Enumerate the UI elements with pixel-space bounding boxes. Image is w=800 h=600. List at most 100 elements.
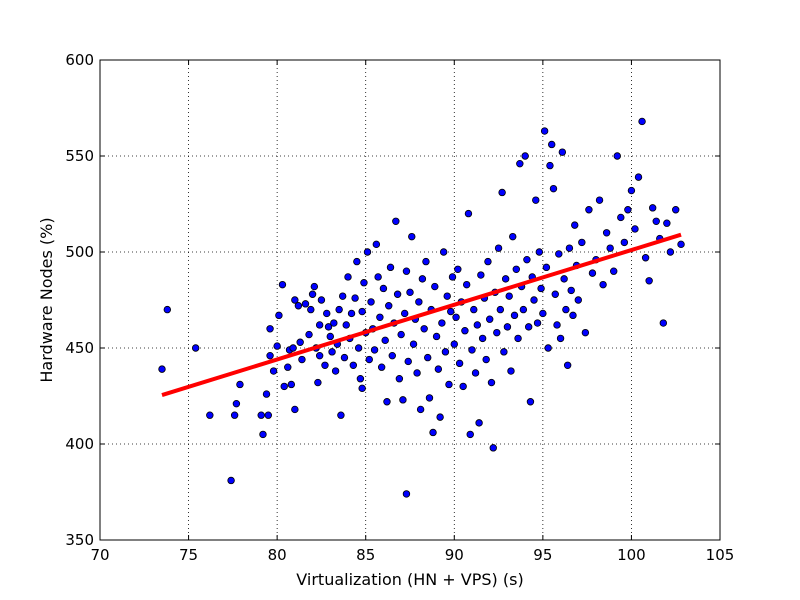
data-point [548,140,556,149]
data-point [613,152,621,160]
x-tick-label: 100 [617,546,646,564]
data-point [278,280,287,289]
data-point [659,319,668,327]
data-point [416,405,425,414]
data-point [358,307,366,316]
data-point [436,413,444,421]
data-point [498,188,506,197]
data-point [530,296,538,304]
data-point [372,240,381,249]
x-tick-label: 70 [90,546,109,564]
data-point [574,296,582,304]
data-point [374,273,382,281]
data-point [383,398,391,406]
data-point [413,369,421,377]
data-point [606,244,614,252]
data-point [558,148,567,156]
fit-line-group [161,232,682,397]
data-point [291,405,299,414]
data-point [638,117,646,126]
data-point [524,323,533,331]
data-point [370,346,379,354]
data-point [206,411,214,419]
data-point [620,238,629,247]
data-point [512,265,520,273]
data-point [314,378,322,387]
data-point [377,363,386,371]
data-point [563,361,572,369]
data-point [338,292,347,300]
data-point [562,305,570,314]
data-point [544,344,552,352]
data-point [388,351,396,360]
data-point [505,292,513,300]
y-tick-label: 450 [65,339,94,357]
data-point [466,430,474,439]
y-axis-title: Hardware Nodes (%) [37,217,56,382]
data-point [519,305,528,314]
data-point [439,248,448,256]
data-point [447,307,455,316]
data-point [454,265,462,273]
data-point [477,271,485,279]
data-point [540,127,549,135]
data-point [507,367,515,375]
data-point [551,290,559,298]
data-point [546,161,554,170]
data-point [269,367,278,375]
data-point [266,325,274,333]
data-point [356,375,365,383]
y-tick-label: 350 [65,531,94,549]
data-point [392,217,400,225]
data-point [648,204,657,212]
data-point [455,359,464,368]
data-point [556,334,565,343]
data-point [291,296,299,304]
data-point [666,248,675,256]
data-point [471,369,480,377]
data-point [381,336,389,345]
data-point [422,257,430,266]
x-axis-title: Virtualization (HN + VPS) (s) [296,570,523,589]
data-point [330,319,338,327]
data-points [158,117,685,498]
data-point [526,398,535,406]
data-point [652,217,660,225]
data-point [344,273,352,281]
y-tick-label: 500 [65,243,94,261]
data-point [514,334,522,343]
data-point [581,328,590,337]
data-point [663,219,671,227]
data-point [402,267,411,275]
data-point [358,384,366,393]
data-point [461,327,469,335]
data-point [569,311,577,320]
data-point [553,321,561,329]
data-point [641,254,650,262]
x-tick-labels: 70 75 80 85 90 95 100 105 [90,546,734,564]
data-point [443,292,451,300]
data-point [379,284,388,293]
data-point [275,311,283,320]
data-point [567,286,575,295]
x-tick-label: 95 [533,546,552,564]
data-point [399,396,407,404]
data-point [236,380,244,389]
data-point [560,275,568,283]
data-point [496,305,505,314]
data-point [305,330,313,339]
data-point [227,476,235,485]
data-point [404,357,412,366]
x-tick-label: 75 [179,546,198,564]
y-tick-label: 400 [65,435,94,453]
data-point [347,309,356,318]
data-point [429,428,437,437]
data-point [409,340,418,348]
data-point [424,353,432,362]
data-point [462,280,471,289]
data-point [434,365,443,373]
data-point [501,275,510,283]
data-point [262,390,271,398]
data-point [484,257,492,266]
